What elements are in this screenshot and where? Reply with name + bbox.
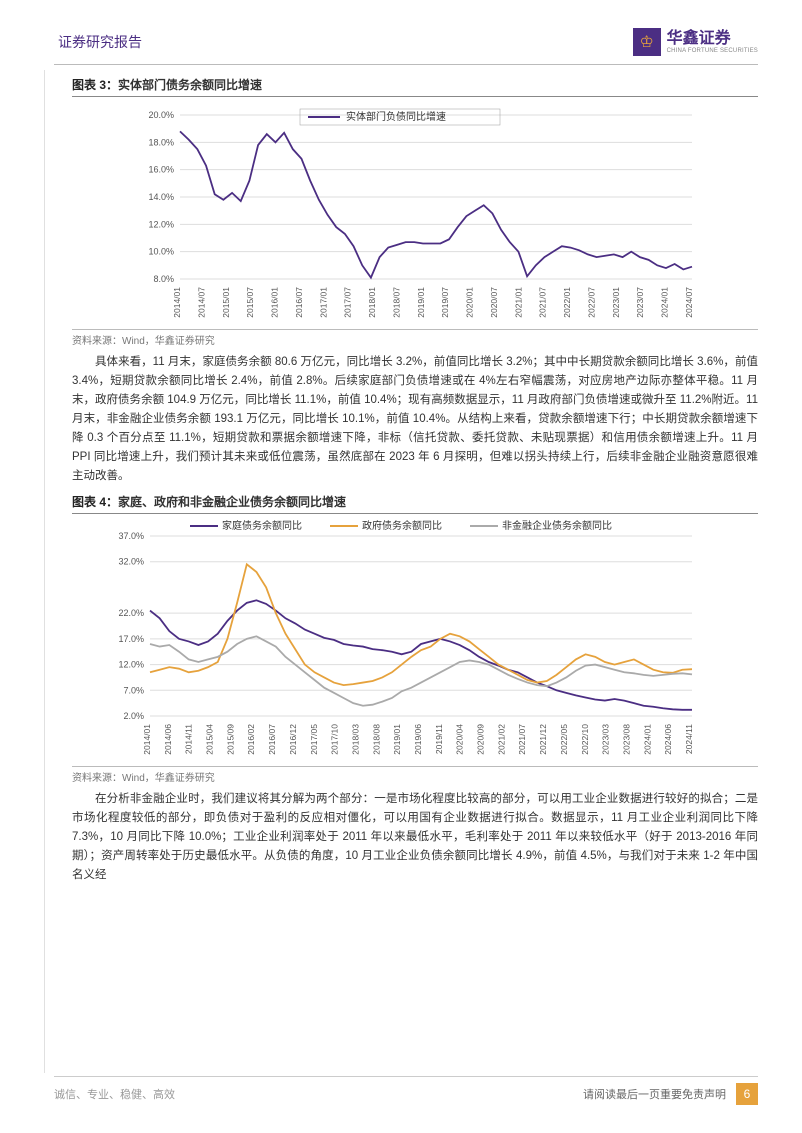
chart4-title: 图表 4：家庭、政府和非金融企业债务余额同比增速	[72, 490, 758, 514]
svg-text:2021/07: 2021/07	[538, 287, 548, 318]
svg-text:2.0%: 2.0%	[123, 711, 144, 721]
svg-text:2020/07: 2020/07	[489, 287, 499, 318]
svg-text:2015/09: 2015/09	[225, 724, 235, 755]
svg-text:2016/07: 2016/07	[294, 287, 304, 318]
logo-icon: ♔	[633, 28, 661, 56]
svg-text:37.0%: 37.0%	[118, 531, 144, 541]
svg-text:2024/06: 2024/06	[663, 724, 673, 755]
svg-text:2023/07: 2023/07	[635, 287, 645, 318]
svg-text:2019/01: 2019/01	[416, 287, 426, 318]
svg-text:2022/07: 2022/07	[586, 287, 596, 318]
svg-text:2019/11: 2019/11	[434, 724, 444, 754]
svg-text:2022/10: 2022/10	[580, 724, 590, 755]
chart4: 2.0% 7.0% 12.0% 17.0% 22.0% 32.0% 37.0% 2014/01…	[72, 514, 712, 764]
chart3: 8.0% 10.0% 12.0% 14.0% 16.0% 18.0% 20.0% 2014/0…	[72, 97, 712, 327]
report-type: 证券研究报告	[58, 32, 142, 52]
svg-text:2022/01: 2022/01	[562, 287, 572, 318]
chart3-source: 资料来源：Wind，华鑫证券研究	[72, 329, 758, 347]
paragraph-2: 在分析非金融企业时，我们建议将其分解为两个部分：一是市场化程度比较高的部分，可以…	[72, 790, 758, 885]
svg-text:2024/01: 2024/01	[642, 724, 652, 755]
svg-text:2014/01: 2014/01	[142, 724, 152, 755]
paragraph-1: 具体来看，11 月末，家庭债务余额 80.6 万亿元，同比增长 3.2%，前值同…	[72, 353, 758, 486]
svg-text:2016/01: 2016/01	[270, 287, 280, 318]
svg-text:2021/12: 2021/12	[538, 724, 548, 755]
svg-text:2016/02: 2016/02	[246, 724, 256, 755]
svg-text:2023/08: 2023/08	[621, 724, 631, 755]
svg-text:2016/07: 2016/07	[267, 724, 277, 755]
svg-text:2014/07: 2014/07	[196, 287, 206, 318]
logo-cn: 华鑫证券	[667, 30, 758, 48]
svg-text:2024/11: 2024/11	[684, 724, 694, 754]
logo-en: CHINA FORTUNE SECURITIES	[667, 48, 758, 55]
svg-text:2019/01: 2019/01	[392, 724, 402, 755]
svg-text:2018/03: 2018/03	[350, 724, 360, 755]
svg-text:20.0%: 20.0%	[148, 110, 174, 120]
svg-text:2019/07: 2019/07	[440, 287, 450, 318]
svg-text:12.0%: 12.0%	[148, 219, 174, 229]
svg-text:2014/06: 2014/06	[163, 724, 173, 755]
svg-text:非金融企业债务余额同比: 非金融企业债务余额同比	[502, 519, 612, 532]
svg-text:2017/07: 2017/07	[343, 287, 353, 318]
left-border	[44, 70, 45, 1073]
svg-text:2023/01: 2023/01	[611, 287, 621, 318]
svg-text:2020/01: 2020/01	[465, 287, 475, 318]
svg-text:2017/10: 2017/10	[330, 724, 340, 755]
svg-text:2015/01: 2015/01	[221, 287, 231, 318]
svg-text:2016/12: 2016/12	[288, 724, 298, 755]
svg-text:2017/05: 2017/05	[309, 724, 319, 755]
svg-text:2024/01: 2024/01	[660, 287, 670, 318]
svg-text:2021/01: 2021/01	[513, 287, 523, 318]
page-number: 6	[736, 1083, 758, 1105]
svg-text:2020/09: 2020/09	[476, 724, 486, 755]
svg-text:2018/01: 2018/01	[367, 287, 377, 318]
footer: 诚信、专业、稳健、高效 请阅读最后一页重要免责声明 6	[54, 1083, 758, 1105]
svg-text:2021/07: 2021/07	[517, 724, 527, 755]
svg-text:2018/08: 2018/08	[371, 724, 381, 755]
svg-text:16.0%: 16.0%	[148, 165, 174, 175]
svg-text:2014/01: 2014/01	[172, 287, 182, 318]
svg-text:32.0%: 32.0%	[118, 556, 144, 566]
svg-text:2022/05: 2022/05	[559, 724, 569, 755]
chart3-title: 图表 3：实体部门债务余额同比增速	[72, 73, 758, 97]
svg-text:2020/04: 2020/04	[455, 724, 465, 755]
svg-text:2014/11: 2014/11	[184, 724, 194, 754]
svg-text:2024/07: 2024/07	[684, 287, 694, 318]
svg-text:18.0%: 18.0%	[148, 137, 174, 147]
footer-divider	[54, 1076, 758, 1077]
svg-text:2017/01: 2017/01	[318, 287, 328, 318]
svg-text:12.0%: 12.0%	[118, 659, 144, 669]
svg-text:2015/04: 2015/04	[205, 724, 215, 755]
svg-text:2023/03: 2023/03	[601, 724, 611, 755]
svg-text:实体部门负债同比增速: 实体部门负债同比增速	[346, 110, 446, 123]
footer-motto: 诚信、专业、稳健、高效	[54, 1086, 175, 1102]
svg-text:14.0%: 14.0%	[148, 192, 174, 202]
svg-text:2015/07: 2015/07	[245, 287, 255, 318]
svg-text:22.0%: 22.0%	[118, 608, 144, 618]
svg-text:2019/06: 2019/06	[413, 724, 423, 755]
footer-disclaimer: 请阅读最后一页重要免责声明	[583, 1086, 726, 1102]
svg-text:家庭债务余额同比: 家庭债务余额同比	[222, 519, 302, 532]
svg-text:17.0%: 17.0%	[118, 634, 144, 644]
logo: ♔ 华鑫证券 CHINA FORTUNE SECURITIES	[633, 28, 758, 56]
svg-text:7.0%: 7.0%	[123, 685, 144, 695]
svg-text:10.0%: 10.0%	[148, 247, 174, 257]
svg-text:2021/02: 2021/02	[496, 724, 506, 755]
svg-text:2018/07: 2018/07	[391, 287, 401, 318]
chart4-source: 资料来源：Wind，华鑫证券研究	[72, 766, 758, 784]
page-header: 证券研究报告 ♔ 华鑫证券 CHINA FORTUNE SECURITIES	[54, 28, 758, 65]
svg-text:政府债务余额同比: 政府债务余额同比	[362, 519, 442, 532]
svg-text:8.0%: 8.0%	[153, 274, 174, 284]
